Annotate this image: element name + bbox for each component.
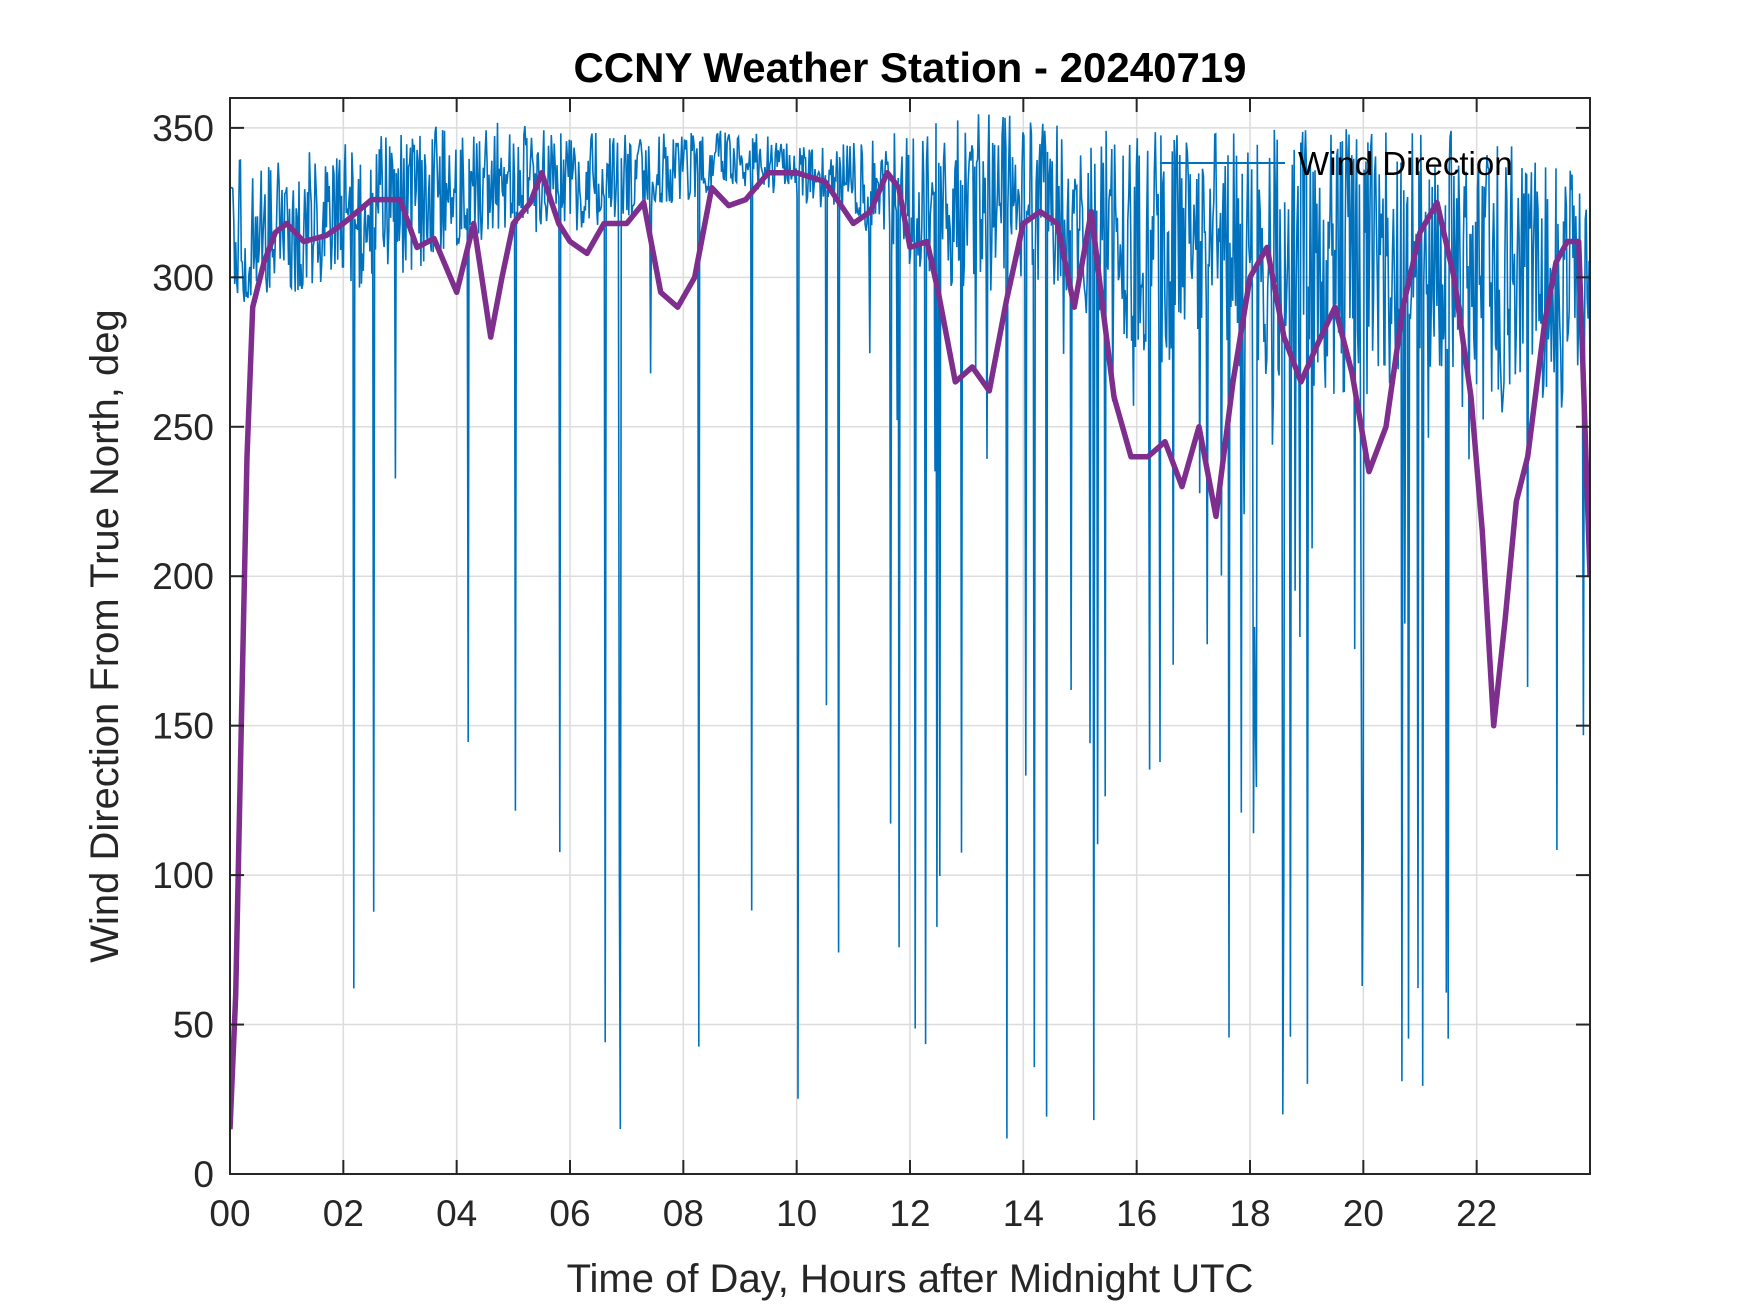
ticks: [229, 98, 1590, 1175]
x-tick-labels: 00 02 04 06 08 10 12 14 16 18 20 22: [209, 1193, 1497, 1234]
x-tick-label: 14: [1003, 1193, 1044, 1234]
y-axis-label: Wind Direction From True North, deg: [83, 309, 127, 963]
x-tick-label: 08: [663, 1193, 704, 1234]
series-line-wind-direction: [230, 114, 1590, 1139]
x-tick-label: 10: [776, 1193, 817, 1234]
x-tick-label: 06: [549, 1193, 590, 1234]
y-tick-label: 200: [152, 556, 214, 597]
y-tick-label: 300: [152, 257, 214, 298]
series-layer: [230, 114, 1590, 1139]
legend-label-wind-direction: Wind Direction: [1298, 145, 1513, 182]
x-tick-label: 04: [436, 1193, 477, 1234]
y-tick-label: 150: [152, 706, 214, 747]
x-tick-label: 16: [1116, 1193, 1157, 1234]
x-tick-label: 12: [889, 1193, 930, 1234]
x-tick-label: 00: [209, 1193, 250, 1234]
x-tick-label: 20: [1343, 1193, 1384, 1234]
x-tick-label: 18: [1229, 1193, 1270, 1234]
y-tick-labels: 0 50 100 150 200 250 300 350: [152, 108, 214, 1195]
x-tick-label: 02: [323, 1193, 364, 1234]
series-line-wind-direction-smoothed: [230, 169, 1590, 1130]
y-tick-label: 50: [173, 1005, 214, 1046]
x-axis-label: Time of Day, Hours after Midnight UTC: [567, 1257, 1254, 1301]
y-tick-label: 350: [152, 108, 214, 149]
y-tick-label: 0: [193, 1154, 214, 1195]
chart-title: CCNY Weather Station - 20240719: [573, 44, 1246, 91]
y-tick-label: 250: [152, 407, 214, 448]
legend: Wind Direction: [1160, 145, 1513, 182]
x-tick-label: 22: [1456, 1193, 1497, 1234]
y-tick-label: 100: [152, 855, 214, 896]
